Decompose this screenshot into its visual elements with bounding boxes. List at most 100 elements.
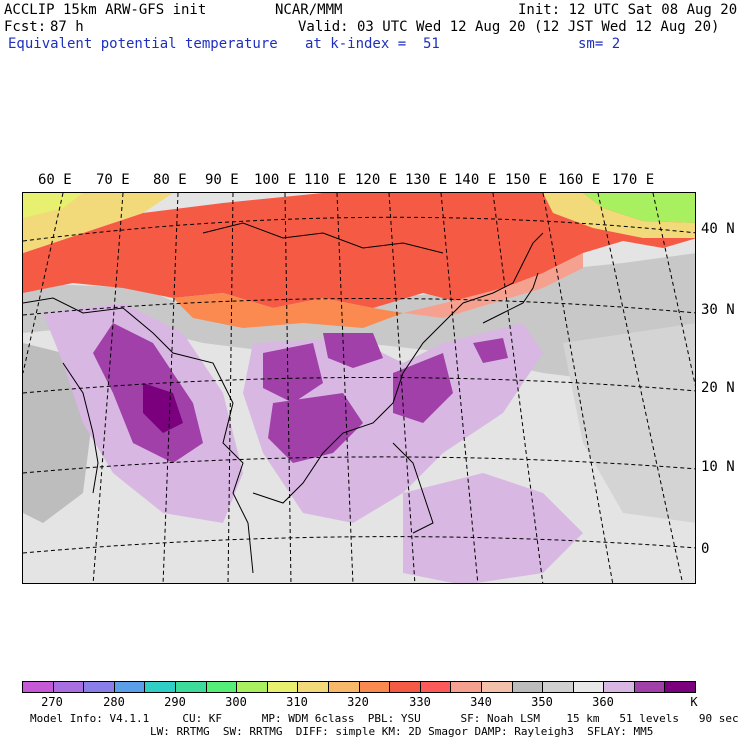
colorbar-swatch xyxy=(634,682,666,692)
colorbar-tick: 320 xyxy=(347,695,369,709)
model-info-line1: Model Info: V4.1.1 CU: KF MP: WDM 6class… xyxy=(30,712,739,725)
lon-line xyxy=(388,193,416,583)
colorbar-swatch xyxy=(53,682,85,692)
lon-label: 130 E xyxy=(405,172,448,188)
lon-line xyxy=(162,193,179,583)
lon-label: 100 E xyxy=(254,172,297,188)
colorbar-swatch xyxy=(206,682,238,692)
theta-e-map xyxy=(22,192,696,584)
lat-label: 30 N xyxy=(701,302,735,318)
lon-label: 90 E xyxy=(205,172,239,188)
fcst-label: Fcst: xyxy=(4,19,47,35)
coast-south-asia xyxy=(23,297,254,574)
colorbar-swatch xyxy=(604,682,635,692)
green-corner xyxy=(583,193,695,223)
colorbar-swatch xyxy=(543,682,574,692)
field-name: Equivalent potential temperature xyxy=(8,36,278,52)
lat-line-40 xyxy=(23,216,695,242)
colorbar-swatch xyxy=(359,682,391,692)
lon-line xyxy=(227,193,234,583)
lat-label: 20 N xyxy=(701,380,735,396)
lon-label: 160 E xyxy=(558,172,601,188)
convection-pacific xyxy=(473,338,508,363)
colorbar-swatch xyxy=(237,682,268,692)
colorbar-swatch xyxy=(420,682,452,692)
colorbar-swatch xyxy=(451,682,482,692)
fcst-value: 87 h xyxy=(50,19,84,35)
colorbar-swatch xyxy=(145,682,176,692)
lon-line xyxy=(542,193,614,583)
lat-line-20 xyxy=(23,377,695,394)
coast-korea-russia xyxy=(462,232,544,304)
colorbar-tick: 300 xyxy=(225,695,247,709)
coast-japan xyxy=(482,272,539,324)
colorbar-tick: 280 xyxy=(103,695,125,709)
org-label: NCAR/MMM xyxy=(275,2,343,18)
convection-core-bengal xyxy=(143,383,183,433)
lat-label: 10 N xyxy=(701,459,735,475)
colorbar-swatch xyxy=(573,682,605,692)
colorbar-swatch xyxy=(267,682,299,692)
convection-china xyxy=(263,343,323,403)
convection-taiwan xyxy=(393,353,453,423)
convection-yangtze xyxy=(323,333,383,368)
coast-china xyxy=(252,302,464,504)
lon-label: 110 E xyxy=(304,172,347,188)
colorbar-swatch xyxy=(328,682,360,692)
lon-label: 140 E xyxy=(454,172,497,188)
colorbar-tick: 340 xyxy=(470,695,492,709)
lat-label: 40 N xyxy=(701,221,735,237)
colorbar-swatch xyxy=(23,682,54,692)
model-title: ACCLIP 15km ARW-GFS init xyxy=(4,2,207,18)
colorbar-tick: 360 xyxy=(592,695,614,709)
colorbar-swatch xyxy=(390,682,421,692)
lon-line xyxy=(492,193,544,583)
model-info-line2: LW: RRTMG SW: RRTMG DIFF: simple KM: 2D … xyxy=(150,725,654,738)
colorbar-tick: 330 xyxy=(409,695,431,709)
smoothing: sm= 2 xyxy=(578,36,621,52)
lat-line-0 xyxy=(23,536,695,554)
lon-line xyxy=(652,193,695,387)
lon-line xyxy=(597,193,684,583)
colorbar xyxy=(22,681,696,693)
lat-label: 0 xyxy=(701,541,710,557)
colorbar-tick: 270 xyxy=(41,695,63,709)
coastlines xyxy=(23,222,544,574)
lon-label: 80 E xyxy=(153,172,187,188)
yellow-pacific xyxy=(543,193,695,238)
lon-line xyxy=(336,193,354,583)
lon-label: 70 E xyxy=(96,172,130,188)
border-mongolia xyxy=(202,222,444,254)
lavender-pacific xyxy=(403,473,583,583)
valid-time: Valid: 03 UTC Wed 12 Aug 20 (12 JST Wed … xyxy=(298,19,720,35)
coast-india-west xyxy=(62,362,99,494)
colorbar-swatch xyxy=(665,682,696,692)
lon-line xyxy=(23,193,64,374)
colorbar-swatch xyxy=(114,682,146,692)
lon-label: 120 E xyxy=(355,172,398,188)
colorbar-swatch xyxy=(512,682,544,692)
graticule xyxy=(23,193,695,583)
init-time: Init: 12 UTC Sat 08 Aug 20 xyxy=(518,2,738,18)
lon-label: 150 E xyxy=(505,172,548,188)
green-yellow-corner xyxy=(23,193,83,218)
colorbar-tick: 350 xyxy=(531,695,553,709)
colorbar-swatch xyxy=(298,682,329,692)
level-index: at k-index = 51 xyxy=(305,36,440,52)
salmon-band xyxy=(403,253,583,318)
coast-philippines xyxy=(392,442,434,534)
colorbar-unit: K xyxy=(690,695,698,709)
convection-south-china xyxy=(268,393,363,463)
orange-band xyxy=(173,293,403,328)
lon-label: 170 E xyxy=(612,172,655,188)
colorbar-swatch xyxy=(175,682,207,692)
map-canvas xyxy=(23,193,695,583)
lon-line xyxy=(92,193,124,583)
lon-line xyxy=(284,193,292,583)
lon-line xyxy=(440,193,479,583)
lon-label: 60 E xyxy=(38,172,72,188)
pacific-gray-field xyxy=(563,323,695,523)
lat-line-10 xyxy=(23,456,695,474)
colorbar-swatch xyxy=(84,682,115,692)
colorbar-swatch xyxy=(481,682,513,692)
